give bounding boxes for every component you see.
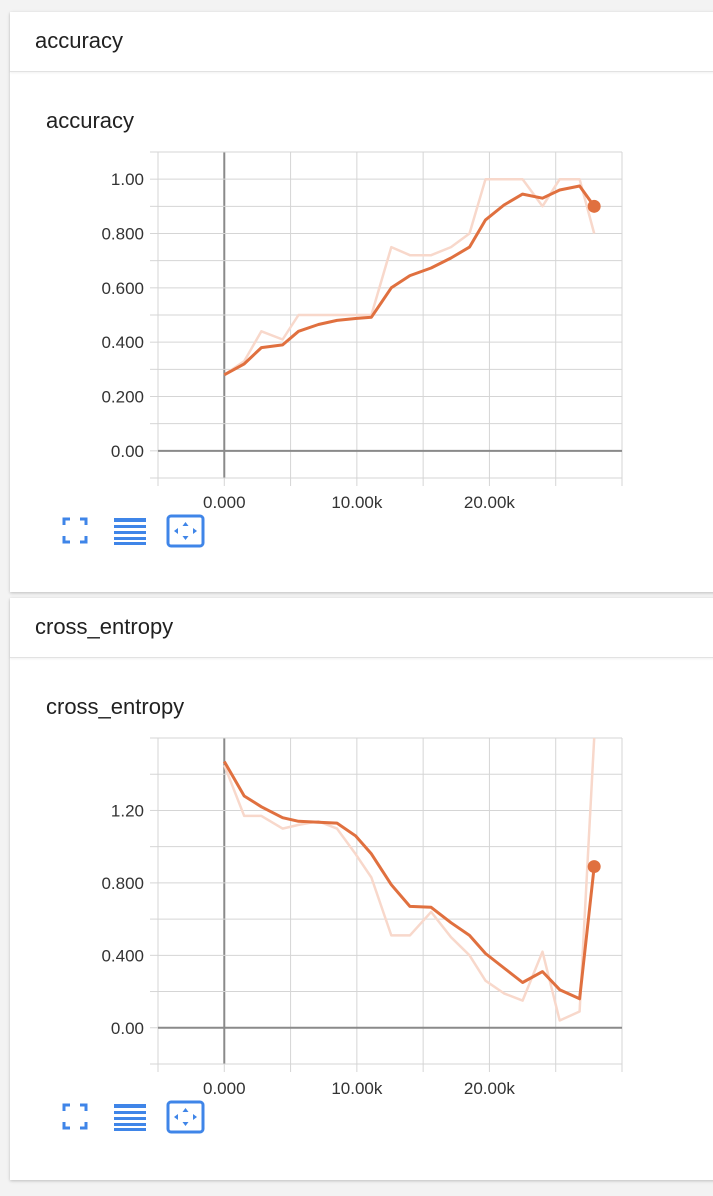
y-tick-label: 0.400 [101,333,144,352]
cross-entropy-chart-title: cross_entropy [46,694,185,719]
x-tick-label: 20.00k [464,493,516,512]
accuracy-card: accuracy accuracy 0.00 0.200 0.400 0.600 0.8… [10,12,713,592]
y-tick-label: 0.800 [101,225,144,244]
data-table-button[interactable] [112,514,148,548]
expand-chart-icon [166,1100,205,1134]
cross-entropy-chart-toolbar [60,1100,210,1134]
raw-series-line [223,737,596,1022]
x-tick-label: 10.00k [331,493,383,512]
fit-to-screen-icon [62,517,88,544]
expand-chart-icon [166,514,205,548]
data-table-icon [114,1104,146,1131]
last-value-point [587,860,601,874]
smoothed-series-line [223,184,596,377]
accuracy-chart-toolbar [60,514,210,548]
expand-chart-button[interactable] [166,1100,205,1134]
accuracy-card-header[interactable]: accuracy [10,12,713,72]
last-value-point [587,199,601,213]
fit-to-screen-icon [62,1103,88,1130]
y-tick-label: 0.00 [111,442,144,461]
data-table-icon [114,518,146,545]
cross-entropy-chart[interactable]: 0.00 0.400 0.800 1.20 0.000 10.00k 20.00k [10,728,650,1098]
fit-to-screen-button[interactable] [60,1100,96,1134]
x-tick-label: 0.000 [203,493,246,512]
y-tick-label: 0.400 [101,946,144,965]
y-tick-label: 1.20 [111,801,144,820]
cross-entropy-card: cross_entropy cross_entropy 0.00 0.400 0.8… [10,598,713,1180]
x-tick-label: 20.00k [464,1079,516,1098]
expand-chart-button[interactable] [166,514,205,548]
y-tick-label: 1.00 [111,170,144,189]
y-tick-label: 0.800 [101,874,144,893]
fit-to-screen-button[interactable] [60,514,96,548]
smoothed-series-line [223,760,596,1001]
accuracy-chart[interactable]: 0.00 0.200 0.400 0.600 0.800 1.00 0.000 10.00k 2… [10,142,650,512]
x-tick-label: 10.00k [331,1079,383,1098]
cross-entropy-card-header[interactable]: cross_entropy [10,598,713,658]
y-tick-label: 0.600 [101,279,144,298]
data-table-button[interactable] [112,1100,148,1134]
accuracy-card-header-label: accuracy [35,28,124,53]
y-tick-label: 0.00 [111,1019,144,1038]
x-tick-label: 0.000 [203,1079,246,1098]
y-tick-label: 0.200 [101,388,144,407]
cross-entropy-card-header-label: cross_entropy [35,614,174,639]
accuracy-chart-title: accuracy [46,108,135,133]
